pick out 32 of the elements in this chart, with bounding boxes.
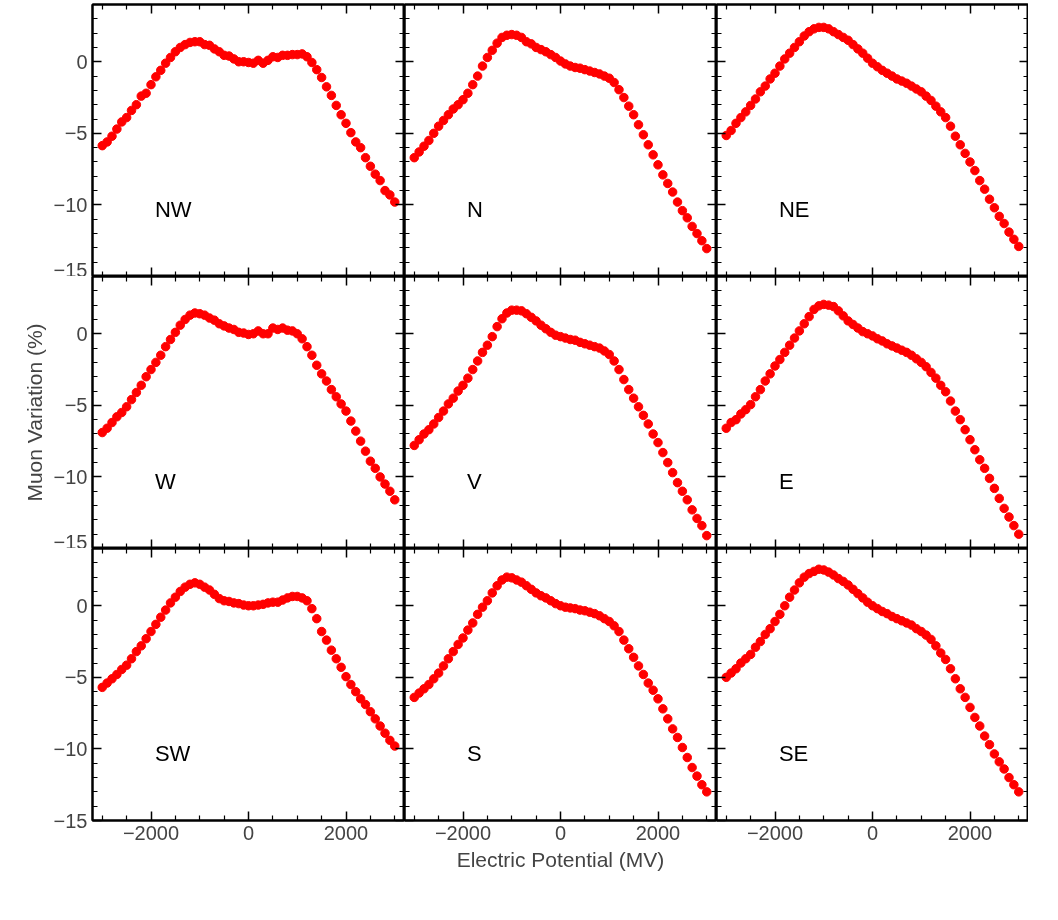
annotation: SW: [154, 741, 191, 767]
x-tick-label: 0: [554, 821, 567, 844]
y-tick-label: 0: [76, 50, 88, 73]
y-tick-label: −15: [53, 530, 88, 553]
annotation: S: [466, 741, 482, 767]
y-tick-label: −10: [53, 193, 88, 216]
annotation: SE: [778, 741, 809, 767]
y-axis-title: Muon Variation (%): [22, 323, 46, 502]
y-tick-label: −5: [64, 122, 88, 145]
x-tick-label: 2000: [635, 821, 681, 844]
x-tick-label: −2000: [122, 821, 180, 844]
y-tick-label: 0: [76, 322, 88, 345]
x-tick-label: −2000: [434, 821, 492, 844]
x-tick-label: 2000: [947, 821, 993, 844]
y-tick-label: −5: [64, 666, 88, 689]
y-tick-label: −15: [53, 258, 88, 281]
annotation: NE: [778, 197, 810, 223]
annotation: V: [466, 469, 482, 495]
annotation: W: [154, 469, 176, 495]
x-axis-title: Electric Potential (MV): [456, 847, 665, 871]
x-tick-label: 0: [242, 821, 255, 844]
x-tick-label: 0: [866, 821, 879, 844]
x-tick-label: 2000: [323, 821, 369, 844]
annotation: E: [778, 469, 794, 495]
y-tick-label: 0: [76, 594, 88, 617]
y-tick-label: −5: [64, 394, 88, 417]
y-tick-label: −15: [53, 809, 88, 832]
y-tick-label: −10: [53, 737, 88, 760]
annotation: N: [466, 197, 483, 223]
y-tick-label: −10: [53, 465, 88, 488]
annotation: NW: [154, 197, 192, 223]
x-tick-label: −2000: [746, 821, 804, 844]
